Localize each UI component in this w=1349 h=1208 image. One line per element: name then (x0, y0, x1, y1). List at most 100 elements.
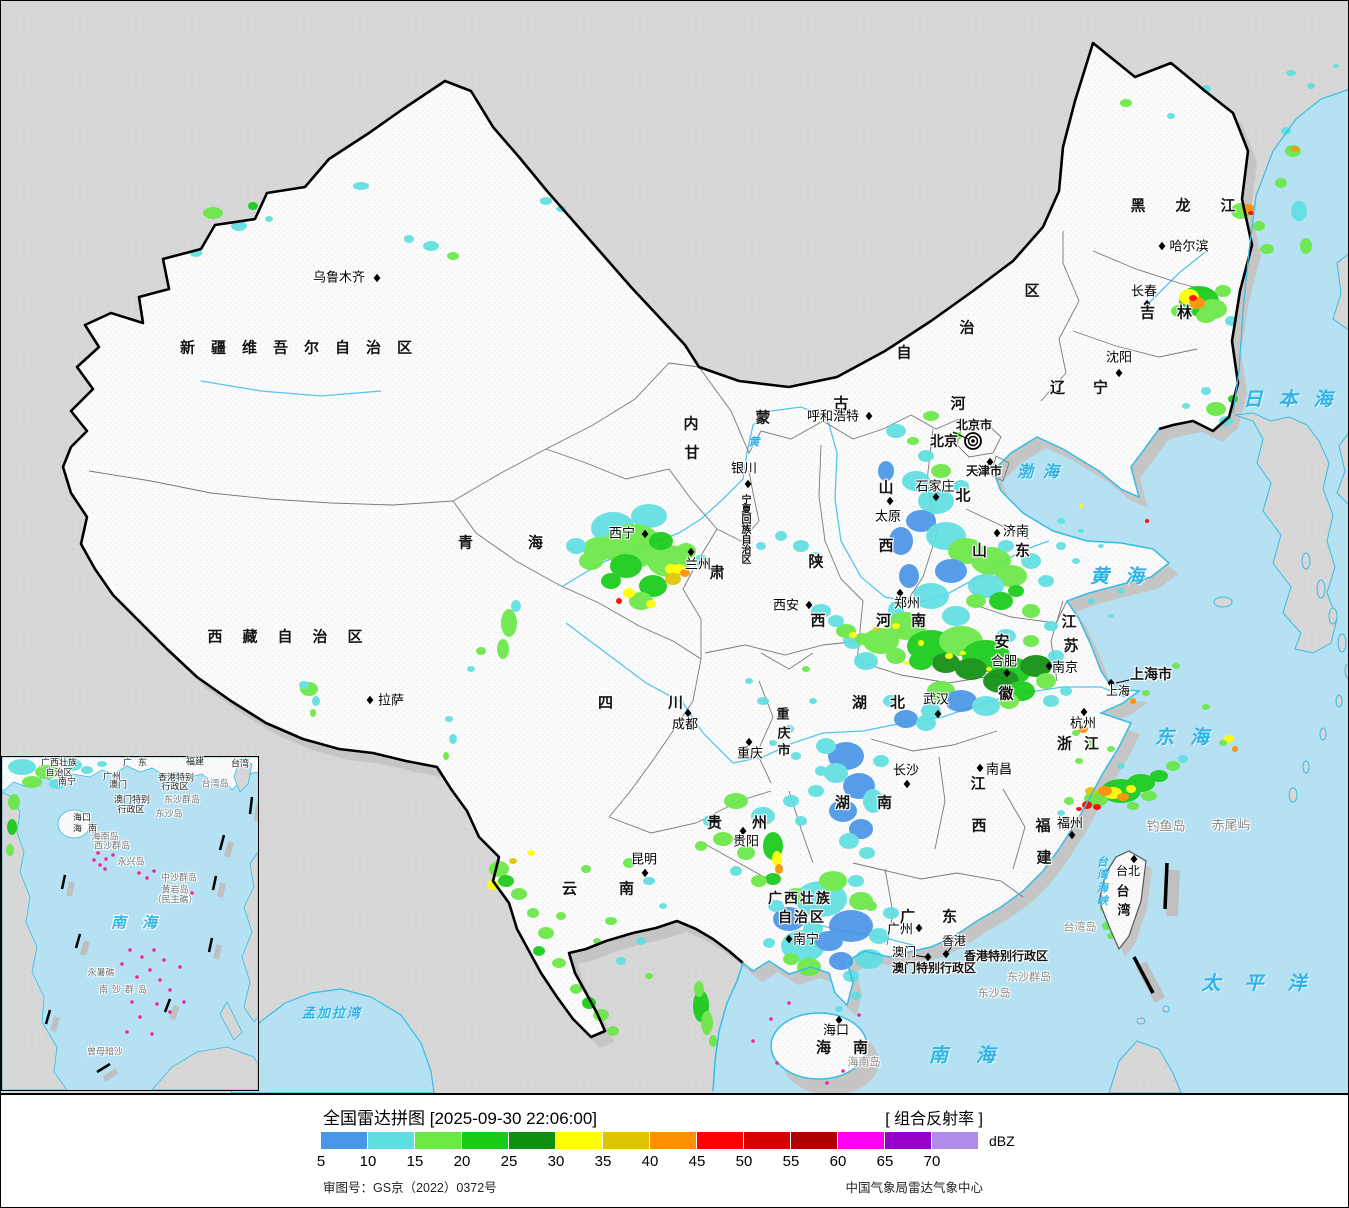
radar-echo (607, 1026, 619, 1036)
island-mark (769, 1017, 773, 1021)
radar-echo (730, 866, 742, 876)
radar-echo (802, 666, 810, 672)
scale-seg-40 (650, 1132, 696, 1149)
island-mark (155, 1002, 159, 1006)
radar-echo (765, 873, 781, 885)
legend-bar: 全国雷达拼图 [2025-09-30 22:06:00] [ 组合反射率 ] 5… (1, 1093, 1348, 1207)
island-mark (112, 985, 116, 989)
city-marker (1115, 368, 1123, 378)
island-mark (140, 955, 144, 959)
island-mark (150, 1032, 154, 1036)
radar-echo (538, 927, 554, 939)
island-mark (138, 1015, 142, 1019)
radar-echo (643, 877, 655, 885)
radar-echo (1307, 83, 1315, 89)
radar-echo (581, 865, 591, 873)
city-marker (744, 479, 752, 489)
radar-echo (995, 565, 1027, 587)
radar-echo (1117, 793, 1129, 801)
island-mark (787, 1001, 791, 1005)
label-arrow (912, 954, 926, 958)
island-mark (775, 1061, 779, 1065)
radar-echo (694, 981, 704, 997)
product-label: [ 组合反射率 ] (885, 1111, 983, 1128)
radar-echo (552, 958, 566, 968)
scale-seg-45 (697, 1132, 743, 1149)
radar-echo (839, 833, 859, 849)
radar-echo (533, 946, 545, 956)
radar-echo (849, 632, 857, 638)
radar-echo (998, 540, 1014, 552)
radar-echo (1075, 758, 1083, 764)
scale-value-30: 30 (547, 1153, 565, 1170)
radar-echo (1057, 518, 1065, 524)
radar-echo (467, 666, 475, 672)
radar-echo (579, 552, 603, 570)
island-mark (137, 871, 141, 875)
scale-values: 5 10 15 20 25 30 35 40 45 50 55 60 65 70 (1, 1153, 1348, 1171)
radar-echo (1145, 519, 1149, 523)
scale-seg-50 (744, 1132, 790, 1149)
radar-echo (889, 527, 913, 555)
radar-echo (945, 690, 977, 712)
radar-echo (649, 532, 673, 550)
radar-echo (1232, 746, 1238, 752)
radar-echo (62, 759, 82, 771)
scale-seg-10 (368, 1132, 414, 1149)
radar-echo (950, 432, 962, 440)
city-marker (932, 492, 940, 502)
radar-echo (816, 738, 836, 754)
radar-echo (6, 844, 14, 856)
boundary-dash (248, 796, 254, 815)
island-mark (120, 962, 124, 966)
boundary-dash (96, 1062, 111, 1074)
radar-echo (809, 698, 817, 704)
scale-value-20: 20 (453, 1153, 471, 1170)
radar-echo (489, 861, 509, 877)
scale-value-65: 65 (876, 1153, 894, 1170)
radar-echo (476, 647, 486, 655)
radar-echo (757, 697, 769, 705)
radar-echo (793, 540, 809, 552)
radar-echo (501, 609, 517, 637)
capital-ring-inner (967, 435, 979, 447)
radar-echo (1008, 585, 1024, 597)
scale-seg-70 (932, 1132, 978, 1149)
radar-echo (869, 928, 889, 944)
city-marker (1068, 830, 1076, 840)
radar-echo (783, 953, 799, 965)
radar-echo (1182, 403, 1190, 409)
radar-echo (556, 912, 566, 920)
radar-echo (623, 588, 635, 598)
radar-echo (639, 575, 667, 597)
radar-echo (824, 763, 848, 783)
radar-echo (829, 910, 873, 942)
radar-echo (960, 651, 966, 655)
radar-echo (610, 554, 642, 578)
radar-echo (693, 555, 709, 567)
radar-echo (1078, 725, 1088, 733)
radar-echo (497, 639, 509, 659)
radar-echo (935, 559, 967, 583)
radar-echo (918, 640, 924, 646)
radar-echo (894, 710, 918, 728)
city-marker (687, 547, 695, 557)
radar-echo (623, 858, 635, 868)
coastline (712, 428, 1171, 1092)
scale-value-70: 70 (923, 1153, 941, 1170)
city-marker (903, 779, 911, 789)
radar-echo (751, 875, 767, 887)
island-mark (825, 1081, 829, 1085)
city-marker (835, 1015, 843, 1025)
radar-echo (811, 604, 831, 618)
radar-echo (851, 992, 861, 1000)
label-arrow (946, 945, 953, 954)
radar-echo (810, 552, 822, 560)
radar-echo (902, 471, 930, 491)
city-marker (886, 496, 894, 506)
radar-echo (1130, 698, 1136, 704)
city-marker (865, 411, 873, 421)
radar-echo (855, 633, 871, 645)
island-mark (841, 1069, 845, 1073)
